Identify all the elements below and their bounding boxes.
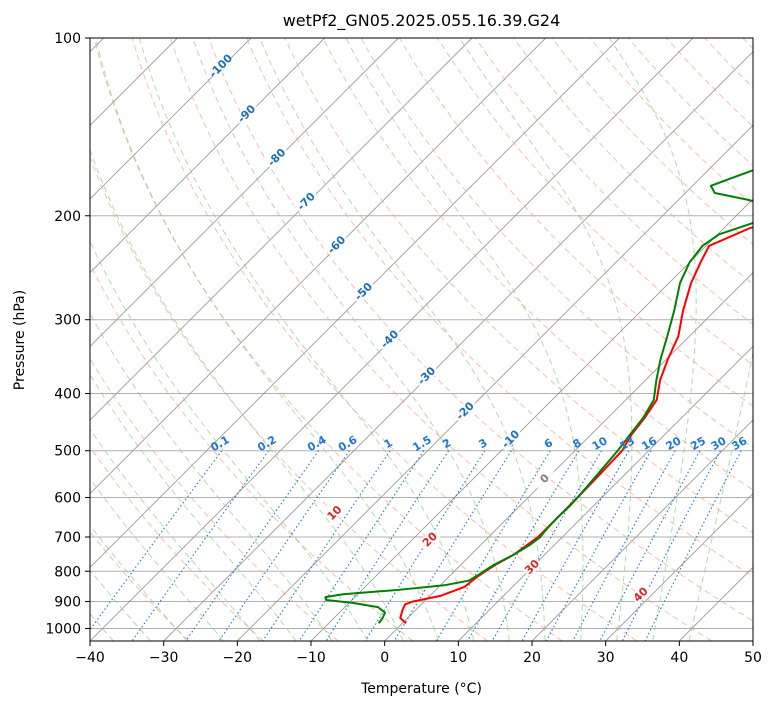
y-tick-label: 800 <box>54 564 81 580</box>
x-tick-label: 10 <box>449 650 467 666</box>
x-tick-label: 0 <box>380 650 389 666</box>
y-axis-label: Pressure (hPa) <box>12 290 28 390</box>
y-tick-label: 200 <box>54 209 81 225</box>
y-tick-label: 700 <box>54 530 81 546</box>
x-tick-label: −30 <box>149 650 179 666</box>
y-tick-label: 400 <box>54 387 81 403</box>
x-tick-label: 50 <box>744 650 762 666</box>
x-tick-label: −40 <box>75 650 105 666</box>
x-tick-label: −10 <box>296 650 326 666</box>
y-tick-label: 100 <box>54 31 81 47</box>
x-tick-label: 20 <box>523 650 541 666</box>
x-tick-label: −20 <box>223 650 253 666</box>
y-tick-label: 900 <box>54 594 81 610</box>
y-tick-label: 300 <box>54 313 81 329</box>
x-tick-label: 40 <box>670 650 688 666</box>
x-tick-label: 30 <box>597 650 615 666</box>
y-tick-label: 500 <box>54 444 81 460</box>
y-tick-label: 600 <box>54 490 81 506</box>
x-axis-label: Temperature (°C) <box>360 681 482 697</box>
chart-title: wetPf2_GN05.2025.055.16.39.G24 <box>283 11 561 31</box>
y-tick-label: 1000 <box>45 621 81 637</box>
